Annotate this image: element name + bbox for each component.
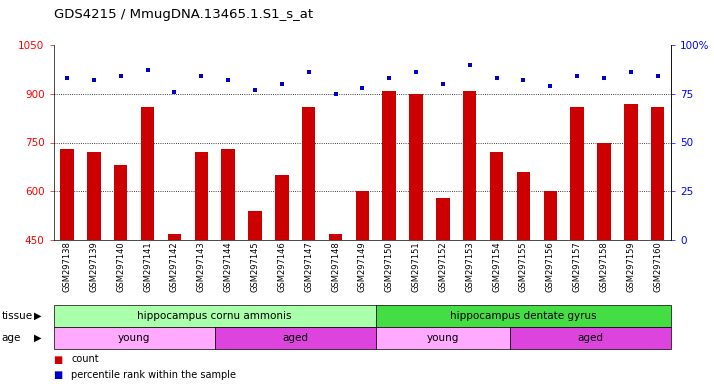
Point [88, 77, 99, 83]
Bar [510, 327, 671, 349]
Text: aged: aged [578, 333, 603, 343]
Bar [463, 91, 476, 240]
Bar [248, 211, 261, 240]
Point [357, 85, 368, 91]
Bar [54, 305, 376, 327]
Point [491, 75, 503, 81]
Bar [215, 327, 376, 349]
Point [571, 73, 583, 79]
Point [652, 73, 663, 79]
Bar [376, 327, 510, 349]
Point [276, 81, 288, 87]
Text: aged: aged [282, 333, 308, 343]
Point [383, 75, 395, 81]
Bar [60, 149, 74, 240]
Point [411, 69, 422, 75]
Text: GDS4215 / MmugDNA.13465.1.S1_s_at: GDS4215 / MmugDNA.13465.1.S1_s_at [54, 8, 313, 21]
Point [330, 91, 341, 97]
Bar [376, 305, 671, 327]
Text: young: young [118, 333, 150, 343]
Point [598, 75, 610, 81]
Point [169, 89, 180, 95]
Bar [194, 152, 208, 240]
Text: ■: ■ [54, 370, 63, 380]
Bar [624, 104, 638, 240]
Text: percentile rank within the sample: percentile rank within the sample [71, 370, 236, 380]
Text: hippocampus dentate gyrus: hippocampus dentate gyrus [450, 311, 597, 321]
Point [545, 83, 556, 89]
Point [249, 87, 261, 93]
Point [142, 67, 154, 73]
Bar [328, 233, 342, 240]
Point [303, 69, 314, 75]
Bar [570, 107, 584, 240]
Text: count: count [71, 354, 99, 364]
Bar [598, 142, 610, 240]
Bar [383, 91, 396, 240]
Text: ■: ■ [54, 354, 63, 364]
Bar [517, 172, 531, 240]
Bar [302, 107, 316, 240]
Point [464, 61, 476, 68]
Text: tissue: tissue [1, 311, 33, 321]
Bar [275, 175, 288, 240]
Bar [54, 327, 215, 349]
Point [625, 69, 637, 75]
Bar [87, 152, 101, 240]
Point [196, 73, 207, 79]
Bar [543, 191, 557, 240]
Point [61, 75, 73, 81]
Point [518, 77, 529, 83]
Point [222, 77, 233, 83]
Point [115, 73, 126, 79]
Bar [114, 165, 127, 240]
Bar [356, 191, 369, 240]
Bar [409, 94, 423, 240]
Text: hippocampus cornu ammonis: hippocampus cornu ammonis [137, 311, 292, 321]
Bar [168, 233, 181, 240]
Bar [141, 107, 154, 240]
Text: young: young [427, 333, 459, 343]
Bar [490, 152, 503, 240]
Text: ▶: ▶ [34, 333, 42, 343]
Text: ▶: ▶ [34, 311, 42, 321]
Text: age: age [1, 333, 21, 343]
Bar [651, 107, 665, 240]
Bar [436, 198, 450, 240]
Bar [221, 149, 235, 240]
Point [437, 81, 448, 87]
